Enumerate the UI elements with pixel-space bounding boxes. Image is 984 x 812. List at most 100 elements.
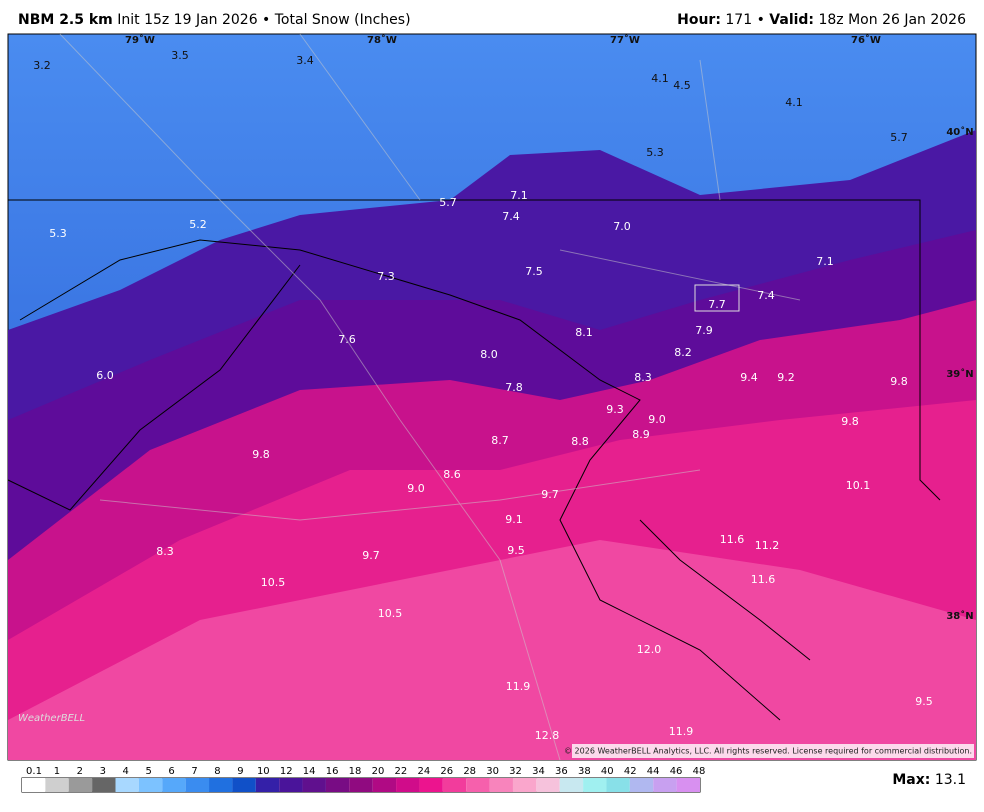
colorbar-label: 24 xyxy=(417,766,430,777)
snow-value: 8.1 xyxy=(575,326,593,339)
snow-value: 9.0 xyxy=(648,413,666,426)
snow-value: 8.2 xyxy=(674,346,692,359)
colorbar-label: 6 xyxy=(168,766,174,777)
colorbar-label: 7 xyxy=(191,766,197,777)
colorbar-label: 46 xyxy=(670,766,683,777)
colorbar-label: 44 xyxy=(647,766,660,777)
colorbar-cell xyxy=(372,778,397,792)
snow-value: 9.8 xyxy=(890,375,908,388)
header-text: Max: xyxy=(892,772,930,788)
snow-value: 7.7 xyxy=(708,298,726,311)
snow-value: 11.2 xyxy=(755,539,780,552)
colorbar-label: 9 xyxy=(237,766,243,777)
snow-value: 5.3 xyxy=(49,227,67,240)
snow-value: 4.1 xyxy=(651,72,669,85)
snow-value: 9.8 xyxy=(841,415,859,428)
snow-value: 8.8 xyxy=(571,435,589,448)
colorbar-label: 34 xyxy=(532,766,545,777)
snow-value: 8.6 xyxy=(443,468,461,481)
colorbar-label: 14 xyxy=(303,766,316,777)
max: Max: 13.1 xyxy=(892,772,966,788)
colorbar-cell xyxy=(512,778,537,792)
copyright: © 2026 WeatherBELL Analytics, LLC. All r… xyxy=(564,747,972,756)
snow-value: 10.1 xyxy=(846,479,871,492)
snow-value: 4.5 xyxy=(673,79,691,92)
colorbar-cell xyxy=(419,778,443,792)
colorbar-cell xyxy=(185,778,210,792)
snow-value: 9.8 xyxy=(252,448,270,461)
colorbar-cell xyxy=(279,778,303,792)
header-right: Hour: 171 • Valid: 18z Mon 26 Jan 2026 xyxy=(677,12,966,28)
snow-value: 11.9 xyxy=(506,680,531,693)
colorbar-cell xyxy=(583,778,607,792)
colorbar-cell xyxy=(349,778,373,792)
header-text: 18z Mon 26 Jan 2026 xyxy=(818,12,966,28)
colorbar-label: 36 xyxy=(555,766,568,777)
snow-value: 7.1 xyxy=(510,189,528,202)
snow-value: 7.0 xyxy=(613,220,631,233)
colorbar-label: 28 xyxy=(463,766,476,777)
snow-value: 9.7 xyxy=(541,488,559,501)
colorbar-cell xyxy=(115,778,139,792)
snow-value: 3.4 xyxy=(296,54,314,67)
snow-value: 8.0 xyxy=(480,348,498,361)
colorbar-label: 40 xyxy=(601,766,614,777)
colorbar-label: 12 xyxy=(280,766,293,777)
snow-value: 10.5 xyxy=(261,576,286,589)
header-text: • xyxy=(757,12,765,28)
snow-value: 8.9 xyxy=(632,428,650,441)
snow-value: 3.5 xyxy=(171,49,189,62)
colorbar-label: 0.1 xyxy=(26,766,42,777)
colorbar-cell xyxy=(629,778,654,792)
longitude-label: 77˚W xyxy=(610,34,640,46)
colorbar-cell xyxy=(559,778,584,792)
map-background xyxy=(7,33,977,761)
logo: WeatherBELL xyxy=(18,713,85,724)
snow-value: 7.4 xyxy=(757,289,775,302)
snow-value: 9.2 xyxy=(777,371,795,384)
snow-value: 9.4 xyxy=(740,371,758,384)
colorbar-cell xyxy=(162,778,186,792)
colorbar-cell xyxy=(396,778,420,792)
latitude-label: 39˚N xyxy=(946,368,973,380)
colorbar-label: 8 xyxy=(214,766,220,777)
snow-value: 11.6 xyxy=(720,533,745,546)
snow-value: 9.5 xyxy=(507,544,525,557)
colorbar-label: 16 xyxy=(326,766,339,777)
colorbar-cell xyxy=(92,778,116,792)
header-text: NBM 2.5 km xyxy=(18,12,113,28)
snow-value: 5.3 xyxy=(646,146,664,159)
colorbar-label: 32 xyxy=(509,766,522,777)
colorbar-cell xyxy=(302,778,326,792)
colorbar-cell xyxy=(466,778,490,792)
snow-value: 7.9 xyxy=(695,324,713,337)
colorbar-cell xyxy=(138,778,163,792)
colorbar-label: 1 xyxy=(54,766,60,777)
snow-value: 3.2 xyxy=(33,59,51,72)
snow-value: 11.6 xyxy=(751,573,776,586)
snow-value: 8.3 xyxy=(634,371,652,384)
snow-value: 11.9 xyxy=(669,725,694,738)
header-text: Valid: xyxy=(769,12,814,28)
snow-value: 7.8 xyxy=(505,381,523,394)
colorbar-label: 22 xyxy=(395,766,408,777)
latitude-label: 40˚N xyxy=(946,126,973,138)
longitude-label: 76˚W xyxy=(851,34,881,46)
snow-value: 7.1 xyxy=(816,255,834,268)
copyright-box xyxy=(572,744,974,758)
snow-value: 8.3 xyxy=(156,545,174,558)
snow-value: 9.5 xyxy=(915,695,933,708)
colorbar-cell xyxy=(232,778,256,792)
snow-value: 7.6 xyxy=(338,333,356,346)
colorbar-cell xyxy=(45,778,69,792)
colorbar-cell xyxy=(325,778,350,792)
colorbar-cell xyxy=(676,778,700,792)
snow-value: 10.5 xyxy=(378,607,403,620)
longitude-label: 79˚W xyxy=(125,34,155,46)
colorbar-label: 3 xyxy=(100,766,106,777)
header-text: Init 15z 19 Jan 2026 • Total Snow (Inche… xyxy=(117,12,410,28)
longitude-label: 78˚W xyxy=(367,34,397,46)
snow-value: 5.7 xyxy=(890,131,908,144)
snow-value: 9.1 xyxy=(505,513,523,526)
snow-value: 9.3 xyxy=(606,403,624,416)
